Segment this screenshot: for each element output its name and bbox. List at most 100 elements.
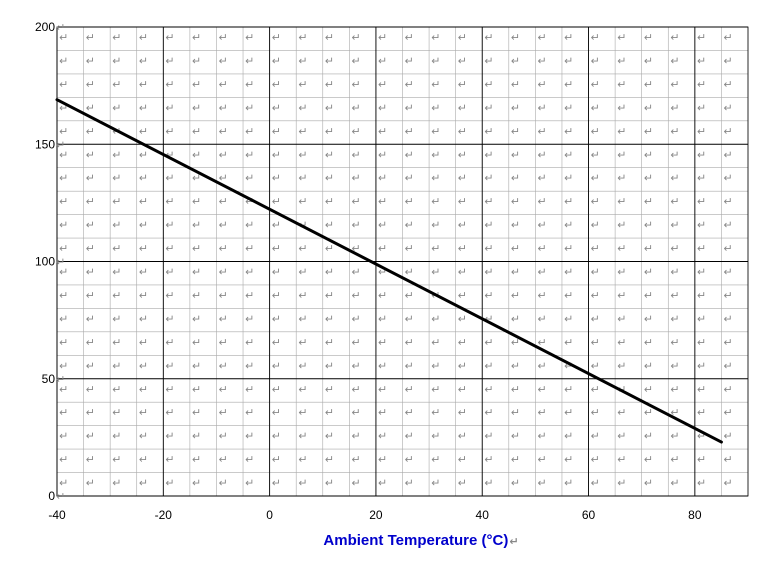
cell-paragraph-mark: ↵ [484,125,493,138]
cell-paragraph-mark: ↵ [484,406,493,419]
cell-paragraph-mark: ↵ [298,242,307,255]
cell-paragraph-mark: ↵ [458,430,467,443]
cell-paragraph-mark: ↵ [697,125,706,138]
cell-paragraph-mark: ↵ [484,453,493,466]
cell-paragraph-mark: ↵ [697,101,706,114]
cell-paragraph-mark: ↵ [272,359,281,372]
cell-paragraph-mark: ↵ [218,219,227,232]
cell-paragraph-mark: ↵ [670,148,679,161]
cell-paragraph-mark: ↵ [325,78,334,91]
cell-paragraph-mark: ↵ [644,289,653,302]
cell-paragraph-mark: ↵ [218,430,227,443]
cell-paragraph-mark: ↵ [511,31,520,44]
cell-paragraph-mark: ↵ [218,359,227,372]
cell-paragraph-mark: ↵ [405,54,414,67]
cell-paragraph-mark: ↵ [564,477,573,490]
cell-paragraph-mark: ↵ [697,31,706,44]
cell-paragraph-mark: ↵ [298,78,307,91]
cell-paragraph-mark: ↵ [458,125,467,138]
cell-paragraph-mark: ↵ [617,430,626,443]
cell-paragraph-mark: ↵ [537,430,546,443]
cell-paragraph-mark: ↵ [591,266,600,279]
cell-paragraph-mark: ↵ [378,477,387,490]
cell-paragraph-mark: ↵ [139,336,148,349]
cell-paragraph-mark: ↵ [86,477,95,490]
cell-paragraph-mark: ↵ [86,359,95,372]
cell-paragraph-mark: ↵ [86,406,95,419]
cell-paragraph-mark: ↵ [484,54,493,67]
cell-paragraph-mark: ↵ [378,195,387,208]
y-tick-paragraph-mark: ↵ [56,256,65,269]
cell-paragraph-mark: ↵ [272,477,281,490]
cell-paragraph-mark: ↵ [564,195,573,208]
cell-paragraph-mark: ↵ [325,336,334,349]
series-layer [55,98,723,444]
cell-paragraph-mark: ↵ [405,383,414,396]
cell-paragraph-mark: ↵ [511,54,520,67]
cell-paragraph-mark: ↵ [537,359,546,372]
cell-paragraph-mark: ↵ [298,477,307,490]
cell-paragraph-mark: ↵ [484,219,493,232]
cell-paragraph-mark: ↵ [644,78,653,91]
cell-paragraph-mark: ↵ [431,266,440,279]
cell-paragraph-mark: ↵ [325,359,334,372]
cell-paragraph-mark: ↵ [378,101,387,114]
cell-paragraph-mark: ↵ [723,477,732,490]
cell-paragraph-mark: ↵ [192,383,201,396]
cell-paragraph-mark: ↵ [670,195,679,208]
cell-paragraph-mark: ↵ [537,125,546,138]
cell-paragraph-mark: ↵ [378,31,387,44]
cell-paragraph-mark: ↵ [670,477,679,490]
y-tick-paragraph-mark: ↵ [56,490,65,503]
cell-paragraph-mark: ↵ [591,383,600,396]
cell-paragraph-mark: ↵ [511,406,520,419]
cell-paragraph-mark: ↵ [86,125,95,138]
cell-paragraph-mark: ↵ [723,383,732,396]
cell-paragraph-mark: ↵ [325,242,334,255]
cell-paragraph-mark: ↵ [139,453,148,466]
cell-paragraph-mark: ↵ [564,336,573,349]
cell-paragraph-mark: ↵ [272,195,281,208]
cell-paragraph-mark: ↵ [272,312,281,325]
cell-paragraph-mark: ↵ [617,219,626,232]
cell-paragraph-mark: ↵ [591,101,600,114]
cell-paragraph-mark: ↵ [351,101,360,114]
cell-paragraph-mark: ↵ [431,148,440,161]
cell-paragraph-mark: ↵ [670,172,679,185]
cell-paragraph-mark: ↵ [617,125,626,138]
cell-paragraph-mark: ↵ [298,172,307,185]
cell-paragraph-mark: ↵ [484,31,493,44]
cell-paragraph-mark: ↵ [405,266,414,279]
cell-paragraph-mark: ↵ [484,289,493,302]
cell-paragraph-mark: ↵ [617,31,626,44]
cell-paragraph-mark: ↵ [537,54,546,67]
cell-paragraph-mark: ↵ [351,78,360,91]
x-axis-label: Ambient Temperature (°C)↵ [323,532,518,549]
cell-paragraph-mark: ↵ [245,336,254,349]
x-axis-label-text: Ambient Temperature (°C) [323,532,508,549]
cell-paragraph-mark: ↵ [165,359,174,372]
cell-paragraph-mark: ↵ [564,453,573,466]
cell-paragraph-mark: ↵ [272,31,281,44]
cell-paragraph-mark: ↵ [351,453,360,466]
cell-paragraph-mark: ↵ [298,359,307,372]
cell-paragraph-mark: ↵ [458,54,467,67]
cell-paragraph-mark: ↵ [351,406,360,419]
cell-paragraph-mark: ↵ [617,101,626,114]
cell-paragraph-mark: ↵ [325,406,334,419]
cell-paragraph-mark: ↵ [617,406,626,419]
major-grid [56,26,748,497]
x-tick-label: 60 [582,508,596,522]
cell-paragraph-mark: ↵ [644,430,653,443]
cell-paragraph-mark: ↵ [670,31,679,44]
cell-paragraph-mark: ↵ [86,172,95,185]
cell-paragraph-mark: ↵ [139,172,148,185]
cell-paragraph-mark: ↵ [378,453,387,466]
cell-paragraph-mark: ↵ [431,219,440,232]
cell-paragraph-mark: ↵ [272,54,281,67]
cell-paragraph-mark: ↵ [591,172,600,185]
cell-paragraph-mark: ↵ [458,266,467,279]
cell-paragraph-mark: ↵ [458,289,467,302]
cell-paragraph-mark: ↵ [59,312,68,325]
cell-paragraph-mark: ↵ [405,312,414,325]
